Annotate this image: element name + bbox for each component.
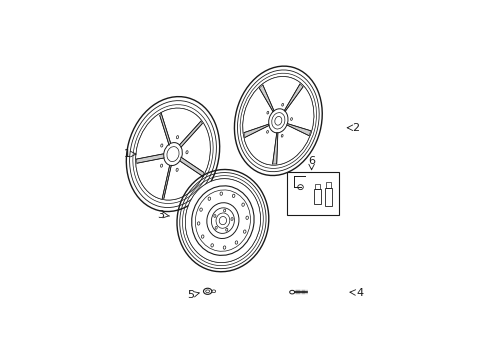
Ellipse shape xyxy=(230,217,233,220)
Ellipse shape xyxy=(135,108,210,200)
Polygon shape xyxy=(272,133,277,164)
Ellipse shape xyxy=(225,228,227,231)
Bar xyxy=(314,184,319,189)
Polygon shape xyxy=(180,157,203,176)
Polygon shape xyxy=(179,121,202,147)
Ellipse shape xyxy=(220,192,222,195)
Ellipse shape xyxy=(201,235,203,238)
Polygon shape xyxy=(244,124,268,138)
Ellipse shape xyxy=(185,179,260,262)
Ellipse shape xyxy=(223,209,225,212)
Ellipse shape xyxy=(289,290,294,294)
Bar xyxy=(313,189,320,204)
Ellipse shape xyxy=(203,288,211,294)
Ellipse shape xyxy=(208,197,210,201)
Bar xyxy=(324,188,332,207)
Ellipse shape xyxy=(213,215,216,217)
Polygon shape xyxy=(286,123,310,136)
Ellipse shape xyxy=(223,246,225,249)
Polygon shape xyxy=(160,113,170,145)
Text: 6: 6 xyxy=(307,156,314,166)
Polygon shape xyxy=(136,154,163,163)
Ellipse shape xyxy=(235,241,237,244)
Polygon shape xyxy=(259,85,273,112)
Text: 4: 4 xyxy=(356,288,363,298)
Ellipse shape xyxy=(197,222,200,225)
Ellipse shape xyxy=(215,226,217,229)
Text: 3: 3 xyxy=(157,210,163,220)
Ellipse shape xyxy=(232,194,234,198)
Polygon shape xyxy=(162,165,171,198)
Ellipse shape xyxy=(245,216,248,219)
Ellipse shape xyxy=(242,77,313,165)
Text: 1: 1 xyxy=(123,149,130,159)
Ellipse shape xyxy=(242,203,244,206)
Polygon shape xyxy=(284,84,303,111)
Bar xyxy=(325,183,330,188)
Ellipse shape xyxy=(211,290,215,293)
Bar xyxy=(286,172,339,215)
Ellipse shape xyxy=(243,230,245,233)
Text: 5: 5 xyxy=(187,290,194,300)
Ellipse shape xyxy=(200,208,202,211)
Ellipse shape xyxy=(210,244,213,247)
Text: 2: 2 xyxy=(352,123,359,133)
